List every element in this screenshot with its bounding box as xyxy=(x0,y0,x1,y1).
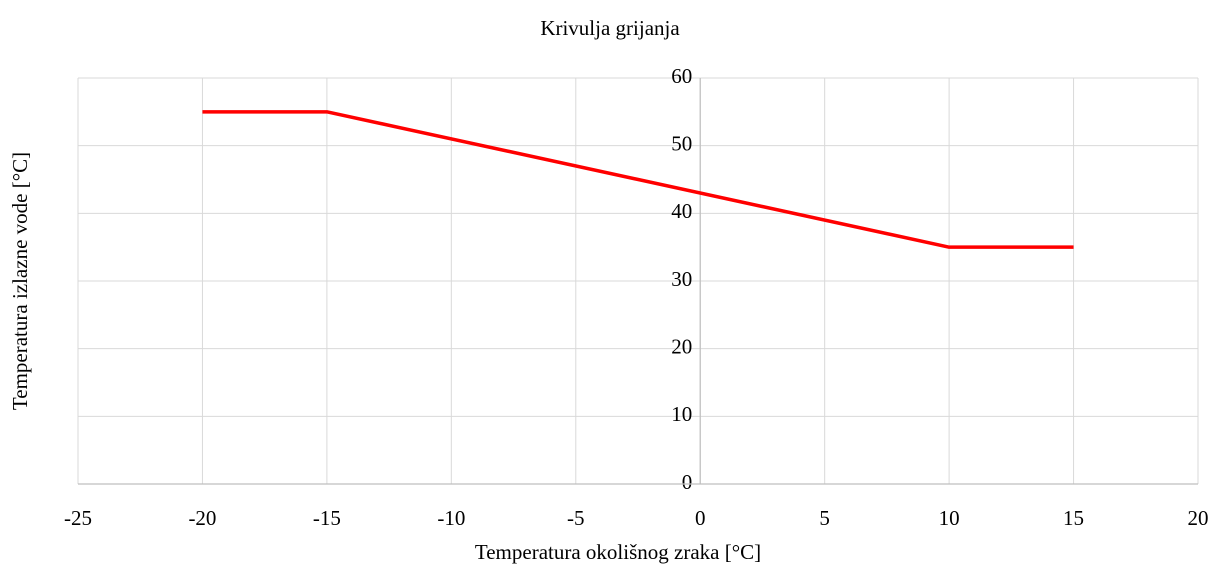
x-tick-label: -15 xyxy=(313,506,341,530)
y-tick-label: 30 xyxy=(671,267,692,291)
y-tick-label: 10 xyxy=(671,402,692,426)
x-tick-label: -20 xyxy=(188,506,216,530)
x-tick-label: -5 xyxy=(567,506,585,530)
chart-title: Krivulja grijanja xyxy=(540,16,680,40)
y-tick-label: 20 xyxy=(671,334,692,358)
x-tick-label: 15 xyxy=(1063,506,1084,530)
y-tick-label: 0 xyxy=(682,470,693,494)
x-tick-label: -25 xyxy=(64,506,92,530)
x-axis-label: Temperatura okolišnog zraka [°C] xyxy=(475,540,761,564)
y-tick-label: 50 xyxy=(671,131,692,155)
x-tick-label: 10 xyxy=(939,506,960,530)
y-tick-label: 40 xyxy=(671,199,692,223)
data-line xyxy=(202,110,1074,249)
x-tick-label: 0 xyxy=(695,506,706,530)
x-tick-label: 5 xyxy=(819,506,830,530)
y-tick-label: 60 xyxy=(671,64,692,88)
x-tick-label: -10 xyxy=(437,506,465,530)
x-tick-label: 20 xyxy=(1188,506,1209,530)
y-axis-label: Temperatura izlazne vode [°C] xyxy=(8,152,32,410)
